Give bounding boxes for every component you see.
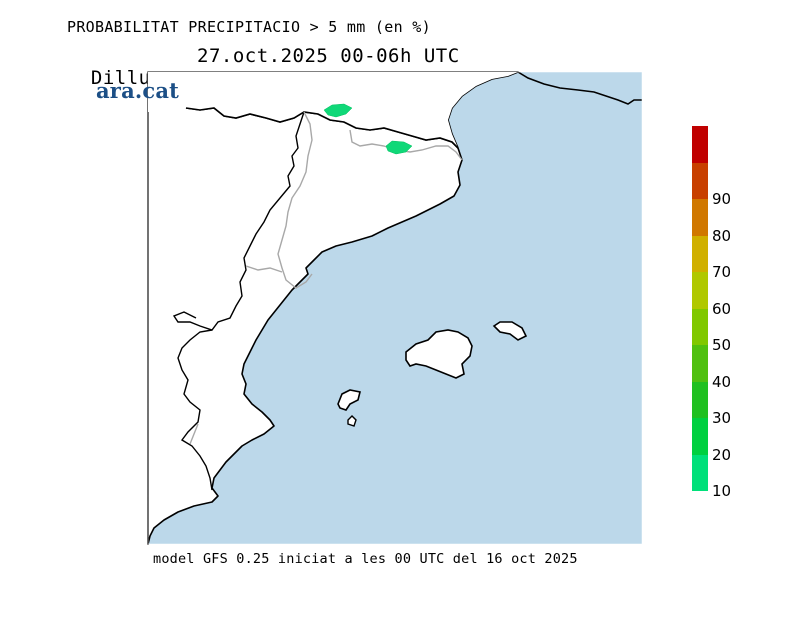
legend-swatch xyxy=(692,308,708,345)
legend-label: 20 xyxy=(712,445,732,464)
legend-label: 70 xyxy=(712,263,732,281)
menorca-island xyxy=(492,321,528,341)
legend-label: 50 xyxy=(712,336,732,354)
legend-label: 60 xyxy=(712,299,732,318)
date-range-label: 27.oct.2025 00-06h UTC xyxy=(197,45,460,67)
legend-label: 40 xyxy=(712,372,732,391)
map-title: PROBABILITAT PRECIPITACIO > 5 mm (en %) xyxy=(67,18,431,36)
legend-label: 90 xyxy=(712,190,732,208)
legend-colorbar xyxy=(692,126,708,491)
regional-border xyxy=(277,111,313,289)
ara-cat-logo: ara.cat xyxy=(96,78,180,103)
legend-swatch xyxy=(692,345,708,382)
mainland xyxy=(147,71,519,545)
legend-swatch xyxy=(692,126,708,163)
precip-area-1 xyxy=(323,103,353,118)
legend-swatch xyxy=(692,162,708,199)
french-coast xyxy=(517,71,642,105)
legend-swatch xyxy=(692,418,708,455)
legend-swatch xyxy=(692,235,708,272)
precip-area-2 xyxy=(385,140,413,155)
legend-label: 80 xyxy=(712,226,732,245)
legend-swatch xyxy=(692,272,708,309)
aragon-boundary xyxy=(172,111,305,331)
mallorca-island xyxy=(405,329,473,379)
legend-label: 30 xyxy=(712,409,732,427)
legend-swatch xyxy=(692,454,708,491)
legend-swatch xyxy=(692,199,708,236)
legend-swatch xyxy=(692,381,708,418)
model-info-footer: model GFS 0.25 iniciat a les 00 UTC del … xyxy=(153,551,578,567)
ibiza-island xyxy=(337,389,361,411)
legend-label: 10 xyxy=(712,482,732,500)
formentera-island xyxy=(347,415,357,427)
